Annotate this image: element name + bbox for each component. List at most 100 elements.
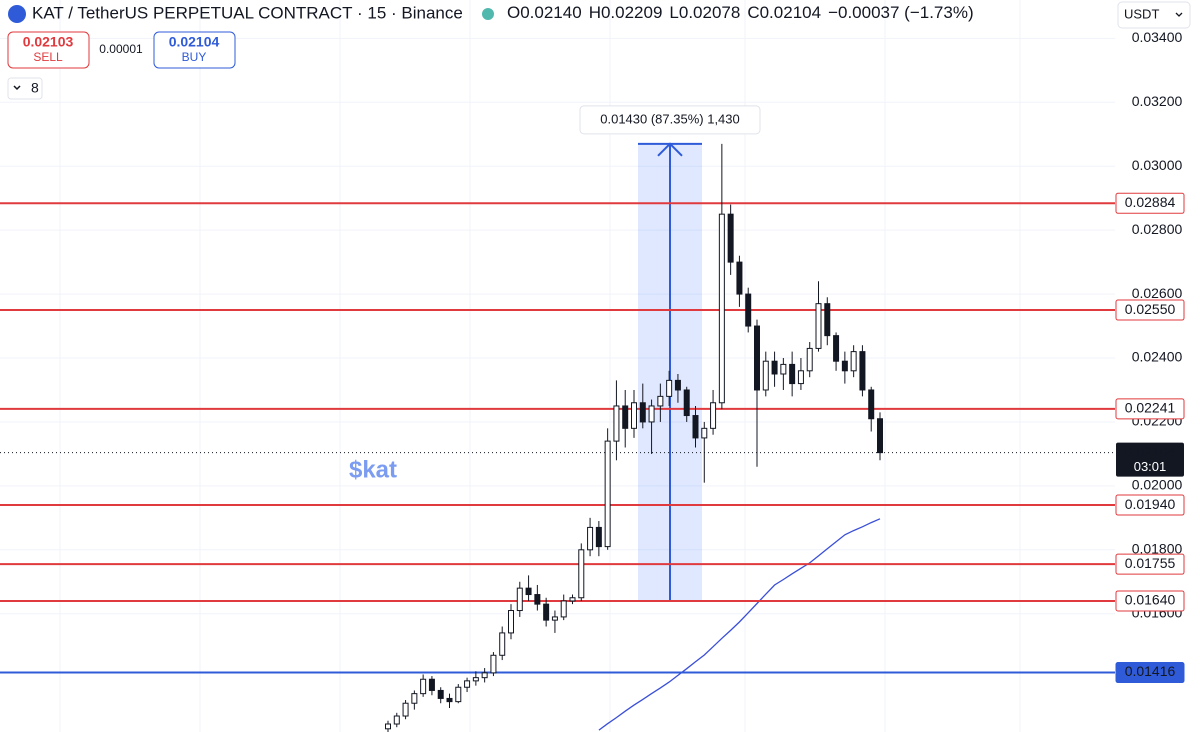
candle-body bbox=[701, 427, 708, 439]
candle-body bbox=[490, 654, 497, 674]
candle-body bbox=[569, 597, 576, 602]
candle-body bbox=[833, 335, 840, 362]
candle-body bbox=[631, 402, 637, 429]
level-label-box bbox=[1115, 299, 1185, 321]
last-price-box bbox=[1116, 442, 1184, 477]
ohlc-item: L0.02078 bbox=[669, 3, 740, 22]
level-label: 0.01416 bbox=[1125, 663, 1176, 679]
symbol-icon bbox=[8, 5, 26, 23]
y-tick-label: 0.02400 bbox=[1132, 349, 1183, 365]
y-tick-label: 0.02000 bbox=[1132, 477, 1183, 493]
candle-body bbox=[464, 680, 471, 688]
sell-price: 0.02103 bbox=[23, 34, 74, 50]
candle-body bbox=[639, 402, 646, 423]
sell-button[interactable] bbox=[7, 31, 90, 69]
candle-body bbox=[587, 526, 594, 551]
plot: 0.01430 (87.35%) 1,430 bbox=[0, 105, 1115, 732]
level-label-box bbox=[1115, 398, 1185, 420]
ohlc-item: H0.02209 bbox=[589, 3, 663, 22]
candle-body bbox=[648, 405, 655, 423]
candle-body bbox=[595, 526, 602, 548]
candle-body bbox=[560, 600, 567, 618]
candle-body bbox=[789, 363, 796, 385]
candle-body bbox=[385, 723, 391, 730]
arrow-head bbox=[657, 142, 683, 157]
candle-body bbox=[604, 440, 611, 548]
symbol-title: KAT / TetherUS PERPETUAL CONTRACT · 15 ·… bbox=[32, 3, 463, 22]
ohlc-item: −0.00037 (−1.73%) bbox=[828, 3, 974, 22]
candle-body bbox=[508, 610, 514, 634]
y-tick-label: 0.03400 bbox=[1132, 29, 1183, 45]
level-label-box bbox=[1115, 590, 1185, 612]
spread: 0.00001 bbox=[99, 42, 143, 56]
candle-body bbox=[850, 351, 857, 372]
candle-body bbox=[622, 405, 629, 429]
y-tick-label: 0.03000 bbox=[1132, 157, 1183, 173]
candle-body bbox=[745, 293, 752, 327]
candle-body bbox=[428, 678, 435, 691]
indicator-toggle[interactable] bbox=[7, 77, 43, 100]
measure-label-box bbox=[579, 105, 761, 135]
moving-average bbox=[598, 518, 881, 731]
candle-body bbox=[692, 415, 699, 439]
currency: USDT bbox=[1124, 6, 1159, 21]
level-label-box bbox=[1115, 553, 1185, 575]
candle-body bbox=[824, 303, 831, 337]
level-label: 0.01640 bbox=[1125, 592, 1176, 608]
ohlc-item: C0.02104 bbox=[747, 3, 821, 22]
y-tick-label: 0.03200 bbox=[1132, 93, 1183, 109]
candle-body bbox=[771, 360, 778, 375]
candle-body bbox=[393, 715, 400, 725]
candle-body bbox=[402, 702, 409, 717]
ohlc-legend: O0.02140 H0.02209 L0.02078 C0.02104 −0.00037… bbox=[507, 3, 974, 22]
chevron bbox=[13, 85, 21, 91]
candle-body bbox=[754, 325, 760, 391]
level-label: 0.02550 bbox=[1125, 301, 1176, 317]
sell-label: SELL bbox=[33, 50, 63, 64]
candle-body bbox=[877, 418, 883, 454]
candle-body bbox=[516, 587, 523, 612]
annotation: $kat bbox=[349, 456, 397, 483]
y-tick-label: 0.01800 bbox=[1132, 541, 1183, 557]
candle-body bbox=[841, 360, 848, 372]
candle-body bbox=[859, 351, 866, 391]
candle-body bbox=[868, 389, 875, 420]
last-price: 0.02104 bbox=[1125, 443, 1176, 459]
level-label: 0.01940 bbox=[1125, 496, 1176, 512]
level-label-box bbox=[1115, 662, 1185, 684]
level-label: 0.02241 bbox=[1125, 400, 1176, 416]
candle-body bbox=[815, 303, 822, 349]
level-label: 0.01755 bbox=[1125, 555, 1176, 571]
candle-body bbox=[666, 379, 673, 397]
candle-body bbox=[420, 678, 427, 695]
measure-label: 0.01430 (87.35%) 1,430 bbox=[600, 111, 740, 126]
candle-body bbox=[455, 686, 462, 703]
candle-body bbox=[780, 363, 787, 375]
candle-body bbox=[613, 405, 620, 442]
candle-body bbox=[718, 213, 725, 404]
buy-button[interactable] bbox=[153, 31, 236, 69]
candle-body bbox=[437, 689, 444, 699]
candle-body bbox=[710, 402, 717, 429]
buy-label: BUY bbox=[182, 50, 207, 64]
candle-body bbox=[762, 360, 769, 391]
candle-body bbox=[534, 594, 541, 605]
candle-body bbox=[525, 587, 532, 596]
level-label: 0.02884 bbox=[1125, 194, 1176, 210]
level-label-box bbox=[1115, 494, 1185, 516]
candle-body bbox=[411, 693, 418, 704]
currency-select[interactable] bbox=[1117, 1, 1191, 29]
candle-body bbox=[499, 632, 506, 656]
candle-body bbox=[683, 389, 690, 417]
candle-body bbox=[578, 549, 585, 599]
y-tick-label: 0.02800 bbox=[1132, 221, 1183, 237]
ohlc-item: O0.02140 bbox=[507, 3, 582, 22]
candle-body bbox=[543, 603, 550, 621]
candle-body bbox=[446, 697, 453, 703]
y-tick-label: 0.02600 bbox=[1132, 285, 1183, 301]
candle-body bbox=[551, 616, 558, 621]
candle-body bbox=[472, 677, 479, 682]
candle-body bbox=[806, 347, 813, 372]
candle-body bbox=[797, 370, 804, 385]
